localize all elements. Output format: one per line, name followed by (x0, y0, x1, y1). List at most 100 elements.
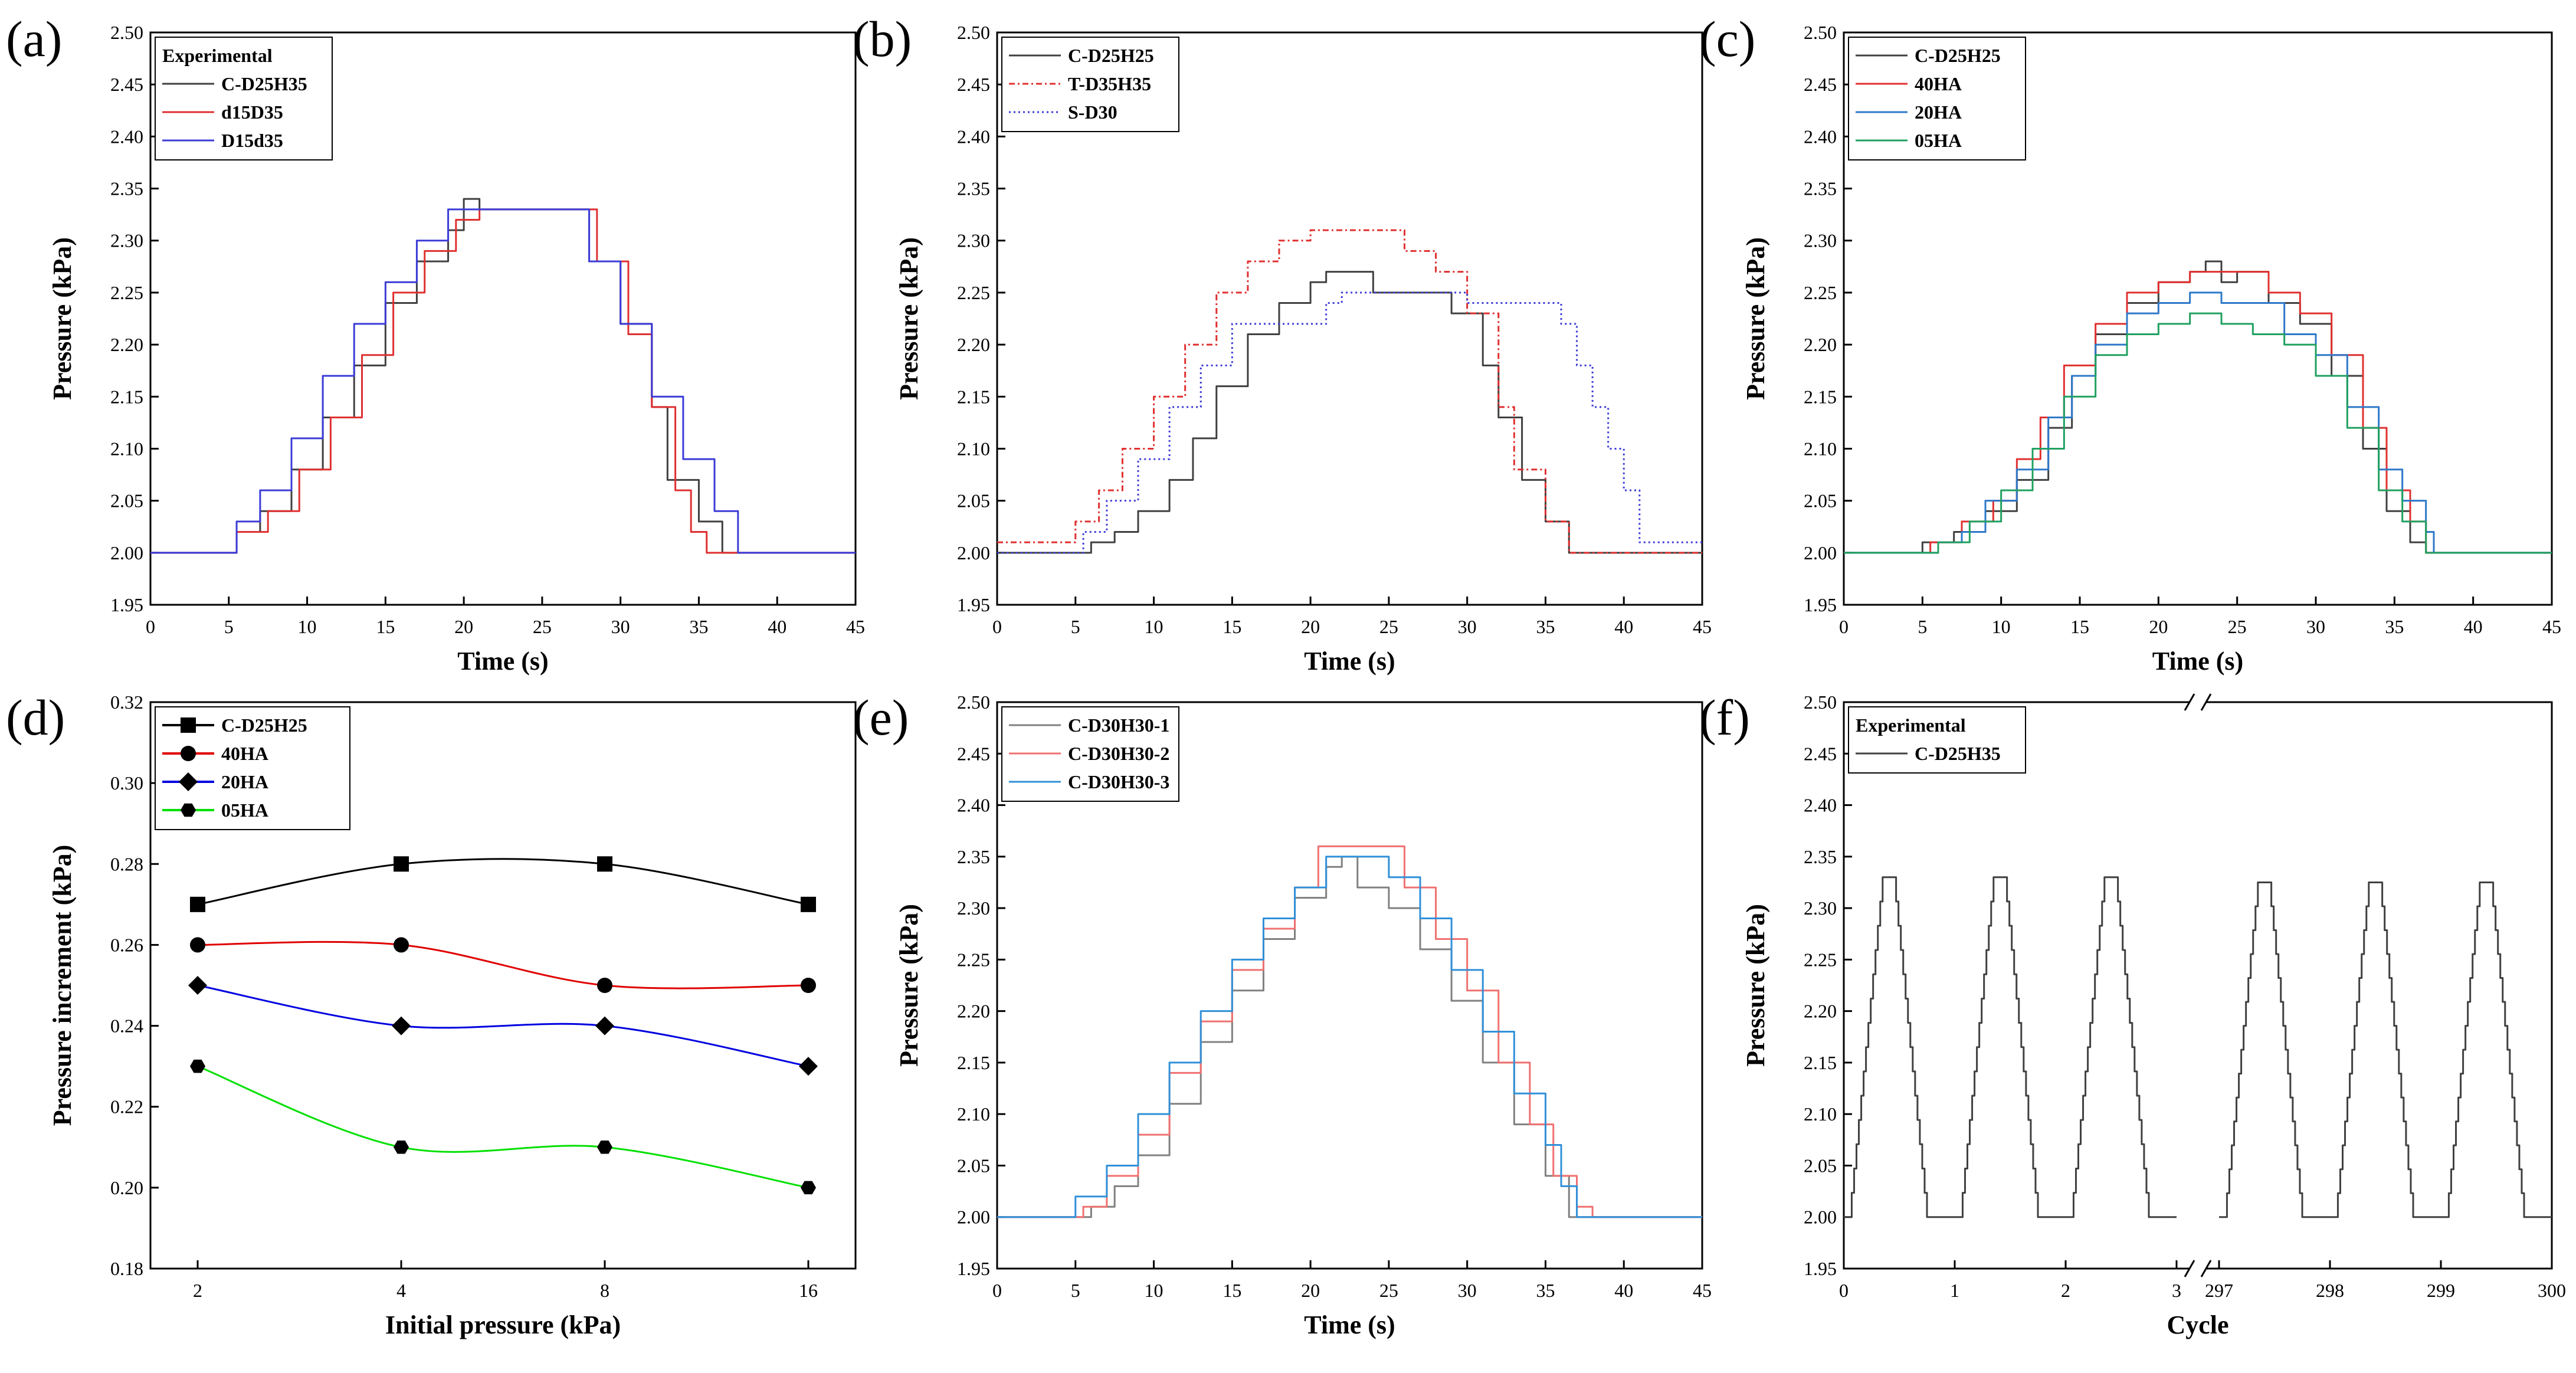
x-tick-label: 20 (454, 616, 473, 637)
y-tick-label: 2.30 (957, 230, 990, 251)
y-tick-label: 2.05 (110, 490, 143, 512)
series-line (197, 858, 809, 906)
series-line (1844, 876, 2177, 1218)
y-tick-label: 2.10 (957, 1103, 990, 1125)
y-tick-label: 2.25 (957, 282, 990, 303)
legend-entry: 20HA (1915, 101, 1962, 123)
y-tick-label: 2.05 (957, 490, 990, 512)
legend-entry: C-D25H25 (221, 715, 307, 736)
legend-entry: C-D25H35 (221, 73, 307, 94)
legend-marker (181, 746, 196, 761)
x-tick-label: 15 (376, 616, 395, 637)
y-tick-label: 2.45 (1804, 743, 1837, 764)
legend-entry: C-D30H30-3 (1068, 771, 1169, 792)
y-tick-label: 2.40 (1804, 126, 1837, 147)
x-tick-label: 30 (1458, 1280, 1477, 1301)
y-tick-label: 2.50 (1804, 692, 1837, 713)
y-tick-label: 2.35 (1804, 178, 1837, 199)
y-tick-label: 1.95 (110, 594, 143, 615)
y-tick-label: 2.45 (957, 74, 990, 95)
y-axis-title: Pressure (kPa) (894, 904, 923, 1067)
data-point (190, 896, 205, 912)
series-line (197, 941, 809, 989)
series-line (997, 271, 1702, 554)
x-axis-title: Time (s) (1304, 647, 1395, 676)
axis-break-mark (2200, 1260, 2212, 1277)
data-point (801, 1181, 816, 1195)
data-point (801, 978, 816, 993)
legend-entry: 40HA (221, 743, 268, 764)
y-tick-label: 2.25 (957, 949, 990, 970)
series-line (150, 208, 856, 554)
panel-label: (d) (6, 689, 65, 746)
y-tick-label: 2.05 (1804, 490, 1837, 512)
x-tick-label: 20 (1301, 1280, 1320, 1301)
data-point (190, 937, 205, 953)
x-tick-label: 5 (1918, 616, 1927, 637)
y-tick-label: 2.50 (1804, 22, 1837, 43)
x-tick-label: 0 (992, 1280, 1002, 1301)
legend-entry: 20HA (221, 771, 268, 792)
x-tick-label: 45 (1693, 616, 1712, 637)
data-point (597, 978, 612, 993)
panel-label: (b) (853, 11, 912, 67)
x-axis-title: Time (s) (457, 647, 548, 676)
series-line (997, 856, 1702, 1218)
y-tick-label: 2.50 (957, 692, 990, 713)
y-tick-label: 2.35 (1804, 846, 1837, 867)
y-tick-label: 2.15 (957, 386, 990, 407)
legend-entry: 05HA (221, 799, 268, 821)
y-axis-title: Pressure (kPa) (894, 237, 923, 400)
panel-label: (c) (1699, 11, 1755, 67)
data-point (394, 1141, 409, 1154)
x-tick-label: 5 (1071, 1280, 1080, 1301)
legend-title: Experimental (162, 45, 273, 66)
y-axis-title: Pressure (kPa) (1741, 904, 1770, 1067)
y-tick-label: 2.35 (957, 846, 990, 867)
y-tick-label: 2.10 (1804, 438, 1837, 459)
series-line (197, 984, 809, 1067)
x-tick-label: 45 (1693, 1280, 1712, 1301)
x-tick-label: 10 (1145, 1280, 1164, 1301)
y-tick-label: 2.20 (957, 1001, 990, 1022)
x-tick-label: 35 (2385, 616, 2404, 637)
x-tick-label: 8 (600, 1280, 609, 1301)
y-tick-label: 2.30 (1804, 230, 1837, 251)
y-tick-label: 2.50 (957, 22, 990, 43)
series-line (997, 845, 1702, 1218)
series-line (2219, 881, 2552, 1218)
plot-frame (996, 31, 1703, 606)
series-line (1844, 271, 2552, 554)
legend-entry: d15D35 (221, 101, 283, 123)
y-tick-label: 2.05 (1804, 1155, 1837, 1176)
x-tick-label: 30 (2306, 616, 2325, 637)
x-tick-label: 0 (146, 616, 155, 637)
y-tick-label: 0.32 (110, 692, 143, 713)
x-tick-label: 40 (2464, 616, 2483, 637)
x-axis-title: Time (s) (2152, 647, 2243, 676)
y-tick-label: 1.95 (1804, 1258, 1837, 1279)
y-tick-label: 2.00 (1804, 542, 1837, 563)
x-tick-label: 0 (1839, 1280, 1849, 1301)
x-tick-label: 45 (2542, 616, 2561, 637)
legend-entry: C-D25H35 (1915, 743, 2001, 764)
x-tick-label: 2 (2061, 1280, 2070, 1301)
panel-d: (d) 2 4 8 16 0.18 0.20 0.22 0.24 0.26 0.28 0.30 0.32… (6, 689, 857, 1339)
x-tick-label: 15 (1223, 1280, 1241, 1301)
x-tick-label: 30 (611, 616, 630, 637)
y-tick-label: 2.00 (110, 542, 143, 563)
y-axis-title: Pressure (kPa) (1741, 237, 1770, 400)
x-tick-label: 3 (2172, 1280, 2181, 1301)
panel-e: (e) 0 5 10 15 20 25 30 35 40 45 1.95 2.00 2.05 2.10 2.1… (853, 689, 1712, 1339)
data-point (597, 1141, 612, 1154)
legend-entry: C-D25H25 (1068, 45, 1154, 66)
x-tick-label: 15 (2070, 616, 2089, 637)
x-tick-label: 20 (2149, 616, 2168, 637)
data-point (394, 856, 409, 872)
y-tick-label: 0.30 (110, 772, 143, 794)
legend-box (1848, 37, 2026, 160)
data-point (190, 1059, 205, 1073)
legend-entry: S-D30 (1068, 101, 1117, 123)
y-tick-label: 2.20 (1804, 334, 1837, 355)
x-axis-title: Initial pressure (kPa) (385, 1310, 621, 1339)
